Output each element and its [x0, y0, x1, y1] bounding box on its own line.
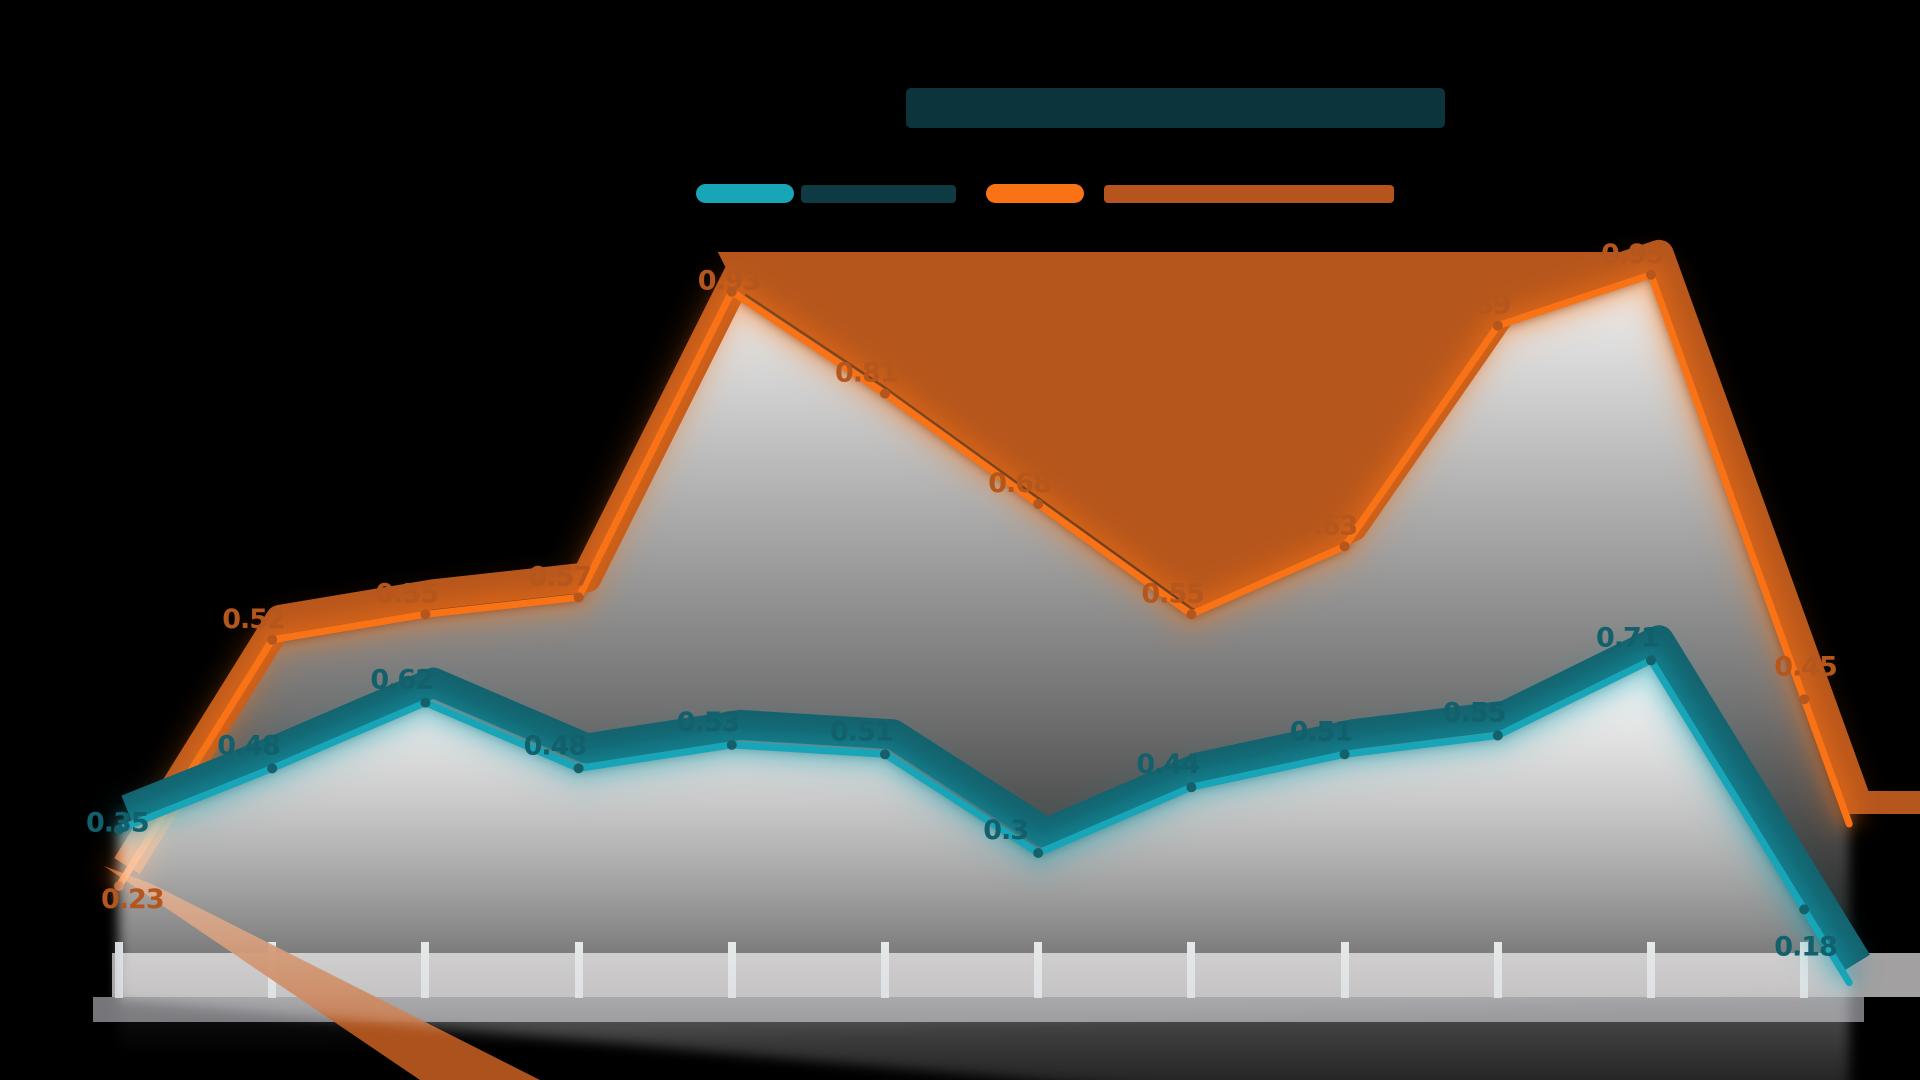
data-point-marker[interactable] — [880, 388, 890, 399]
data-point-marker[interactable] — [880, 749, 890, 760]
point-value-label: 0.44 — [1136, 749, 1199, 780]
point-value-label: 0.81 — [835, 358, 898, 389]
point-value-label: 0.68 — [988, 468, 1051, 499]
data-point-marker[interactable] — [1646, 269, 1656, 280]
point-value-label: 0.55 — [1141, 578, 1204, 609]
point-value-label: 0.18 — [1774, 931, 1837, 962]
point-value-label: 0.71 — [1596, 622, 1659, 653]
point-labels: 0.35 0.48 0.62 0.48 0.53 0.51 0.3 0.44 0.51 0.55 0… — [86, 239, 1838, 963]
point-value-label: 0.23 — [101, 884, 164, 915]
legend-swatch-teal[interactable] — [696, 184, 794, 203]
data-point-marker[interactable] — [1339, 749, 1350, 760]
data-point-marker[interactable] — [1799, 904, 1810, 915]
point-value-label: 0.95 — [1601, 239, 1664, 270]
point-value-label: 0.48 — [524, 730, 587, 761]
data-point-marker[interactable] — [267, 634, 278, 645]
legend-label-teal-block — [801, 185, 956, 203]
data-point-marker[interactable] — [573, 592, 584, 603]
data-point-marker[interactable] — [114, 824, 124, 835]
point-value-label: 0.35 — [86, 808, 149, 839]
point-value-label: 0.53 — [677, 707, 740, 738]
legend-swatch-orange[interactable] — [986, 184, 1084, 203]
point-value-label: 0.55 — [375, 578, 438, 609]
point-value-label: 0.48 — [217, 730, 280, 761]
data-point-marker[interactable] — [1339, 541, 1350, 552]
data-point-marker[interactable] — [1186, 782, 1197, 793]
data-point-marker[interactable] — [1492, 320, 1503, 331]
point-value-label: 0.89 — [1448, 290, 1511, 321]
data-point-marker[interactable] — [1033, 848, 1044, 858]
point-value-label: 0.63 — [1295, 510, 1358, 541]
point-value-label: 0.51 — [830, 716, 893, 747]
point-value-label: 0.51 — [1290, 716, 1353, 747]
inter-peak-shadow-fill — [717, 252, 1657, 603]
point-value-label: 0.57 — [529, 561, 592, 592]
point-value-label: 0.62 — [370, 665, 433, 696]
data-point-marker[interactable] — [420, 609, 431, 620]
point-value-label: 0.52 — [222, 604, 285, 635]
legend-label-orange-block — [1104, 185, 1394, 203]
data-point-marker[interactable] — [1033, 498, 1044, 509]
point-value-label: 0.55 — [1443, 698, 1506, 729]
data-point-marker[interactable] — [726, 739, 737, 750]
data-point-marker[interactable] — [726, 286, 737, 297]
data-point-marker[interactable] — [420, 697, 431, 708]
point-value-label: 0.45 — [1774, 651, 1837, 682]
data-point-marker[interactable] — [1799, 694, 1810, 705]
data-point-marker[interactable] — [1186, 609, 1197, 620]
point-value-label: 0.3 — [983, 815, 1028, 846]
point-value-label: 0.93 — [698, 266, 761, 297]
data-point-marker[interactable] — [573, 763, 584, 774]
series-teal[interactable] — [111, 625, 1870, 1080]
chart-title-block — [906, 88, 1445, 128]
data-point-marker[interactable] — [1646, 655, 1656, 666]
data-point-marker[interactable] — [1492, 730, 1503, 741]
data-point-marker[interactable] — [267, 763, 278, 774]
